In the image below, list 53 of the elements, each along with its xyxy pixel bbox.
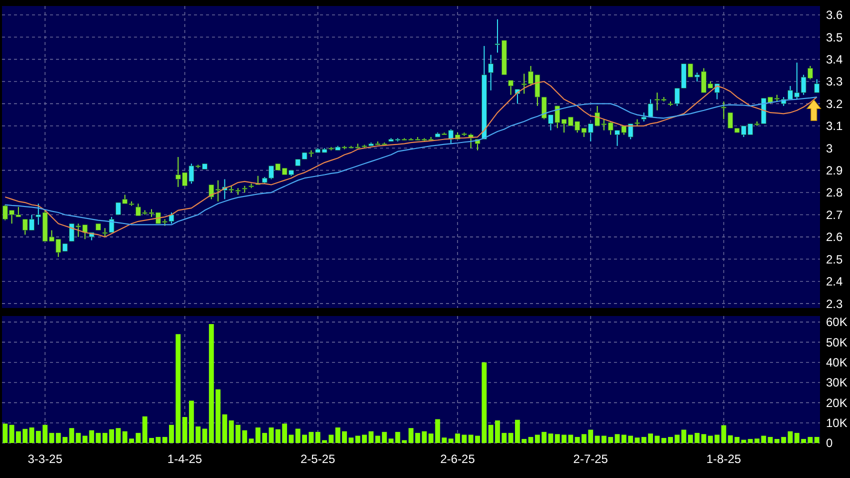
y-tick-label: 2.8 [826,186,844,200]
y-tick-label: 10K [826,416,848,430]
bar [721,425,726,443]
x-tick-label: 2-6-25 [440,452,476,466]
x-tick-label: 2-7-25 [573,452,608,466]
y-tick-label: 2.3 [826,296,844,311]
y-tick-label: 3.1 [826,119,844,134]
x-tick-label: 3-3-25 [28,452,63,466]
y-tick-label: 3.3 [826,74,844,89]
y-tick-label: 60K [826,315,848,330]
y-tick-label: 2.6 [826,230,844,244]
y-tick-label: 2.9 [826,164,844,178]
y-tick-label: 3.4 [826,52,844,66]
bar [2,424,8,443]
y-tick-label: 50K [826,335,848,350]
bar [202,428,208,443]
y-tick-label: 40K [826,356,848,370]
y-tick-label: 2.7 [826,208,844,222]
y-tick-label: 2.4 [826,274,844,289]
bar [29,427,34,443]
y-tick-label: 3 [826,141,833,156]
bar [701,434,706,443]
bar [634,438,640,443]
bar [814,436,820,443]
bar [182,416,188,443]
y-tick-label: 3.2 [826,96,844,111]
bar [355,436,360,443]
candlestick [814,78,820,94]
x-tick-label: 1-4-25 [167,452,202,466]
y-tick-label: 0 [826,436,833,450]
bar [808,436,813,443]
y-tick-label: 30K [826,376,848,390]
y-tick-label: 20K [826,396,848,410]
candlestick [721,100,726,120]
bar [528,436,534,443]
bar [548,434,554,443]
bar [462,434,467,443]
x-tick-label: 2-5-25 [300,452,336,466]
candlestick [488,54,494,91]
y-tick-label: 2.5 [826,252,844,266]
bar [268,427,274,443]
bar [442,438,447,443]
bar [116,428,121,443]
candlestick [508,80,514,96]
y-tick-label: 3.5 [826,30,844,44]
x-tick-label: 1-8-25 [706,452,742,466]
bar [9,424,14,443]
bar [788,431,793,443]
bar [614,434,620,443]
bar [375,436,380,443]
bar [288,434,294,443]
y-tick-label: 3.6 [826,8,844,22]
bar [96,432,101,443]
